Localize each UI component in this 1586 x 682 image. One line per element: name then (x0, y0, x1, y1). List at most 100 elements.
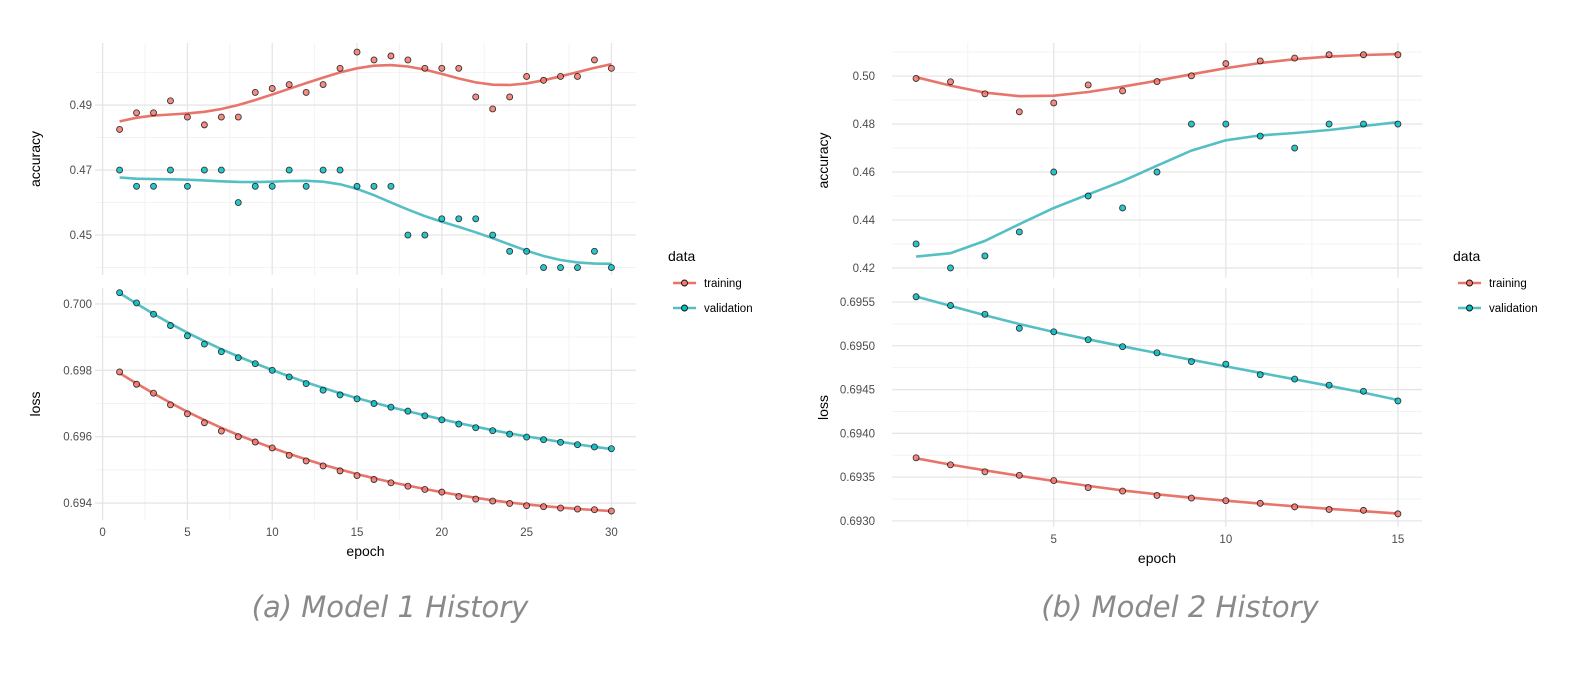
point-validation (133, 299, 141, 307)
point-training (1187, 494, 1195, 502)
point-training (167, 401, 174, 409)
point-validation (574, 264, 581, 271)
point-validation (370, 400, 378, 407)
x-tick-label: 10 (1219, 534, 1232, 546)
point-training (404, 56, 412, 64)
point-training (981, 468, 989, 476)
point-validation (1084, 192, 1092, 200)
legend-label-validation: validation (1489, 303, 1538, 315)
point-training (285, 451, 293, 459)
point-validation (251, 360, 259, 368)
point-training (268, 444, 276, 452)
point-validation (523, 433, 531, 441)
x-axis-label: epoch (346, 543, 384, 559)
x-tick-label: 0 (99, 527, 105, 539)
point-training (981, 90, 989, 98)
point-training (1222, 497, 1230, 505)
point-training (319, 81, 327, 89)
y-tick-label: 0.6940 (840, 428, 875, 440)
point-training (489, 105, 497, 113)
y-tick-label: 0.6950 (840, 341, 875, 353)
point-validation (353, 182, 361, 190)
point-validation (557, 438, 564, 446)
y-tick-label: 0.49 (70, 100, 92, 112)
point-training (540, 76, 548, 84)
point-validation (472, 215, 480, 223)
point-validation (1256, 132, 1264, 140)
point-training (1119, 87, 1127, 95)
point-training (404, 482, 412, 490)
point-validation (438, 416, 446, 424)
point-validation (1187, 358, 1195, 365)
caption-model-1: (a) Model 1 History (251, 590, 529, 624)
point-training (590, 56, 598, 64)
point-validation (404, 231, 412, 239)
y-tick-label: 0.6945 (840, 385, 875, 397)
point-training (319, 462, 327, 470)
point-validation (116, 289, 124, 297)
y-tick-label: 0.698 (63, 365, 92, 377)
legend-label-validation: validation (704, 303, 753, 315)
point-training (336, 64, 344, 72)
point-training (590, 506, 598, 514)
point-validation (540, 436, 548, 444)
y-tick-label: 0.45 (70, 230, 92, 242)
legend-label-training: training (704, 278, 742, 290)
y-tick-label: 0.6955 (840, 297, 875, 309)
point-training (1187, 72, 1195, 80)
smooth-line-training (915, 457, 1398, 515)
point-validation (183, 182, 191, 190)
point-validation (1119, 204, 1127, 212)
point-training (217, 113, 225, 121)
smooth-line-validation (119, 176, 612, 266)
point-training (387, 52, 395, 60)
smooth-line-training (119, 62, 612, 123)
point-training (506, 93, 514, 101)
legend-title: data (1453, 248, 1480, 264)
point-validation (336, 391, 344, 399)
point-training (387, 479, 395, 487)
legend: data training validation (668, 248, 753, 315)
point-validation (1256, 371, 1264, 379)
point-validation (200, 340, 208, 348)
point-training (607, 507, 615, 515)
smooth-line-validation (118, 291, 612, 451)
y-tick-label: 0.48 (853, 119, 875, 131)
point-validation (489, 231, 497, 239)
point-validation (116, 166, 124, 174)
y-tick-label: 0.47 (70, 165, 92, 177)
chart-1: 0.45 0.47 0.49 accuracy 0.694 0.696 0.698 0.700… (27, 43, 753, 559)
point-training (523, 73, 531, 80)
point-training (947, 461, 954, 469)
point-validation (1222, 360, 1230, 368)
point-training (557, 73, 564, 80)
point-training (574, 73, 581, 80)
point-validation (1153, 168, 1161, 176)
point-training (1015, 471, 1023, 479)
smooth-line-training (118, 372, 612, 513)
point-training (1291, 54, 1299, 62)
point-validation (574, 441, 581, 449)
point-training (234, 433, 242, 441)
smooth-line-validation (915, 295, 1399, 402)
legend-key-point (681, 304, 688, 312)
chart-2: 0.42 0.44 0.46 0.48 0.50 accuracy 0.6930 0.6935… (815, 43, 1538, 566)
legend-title: data (668, 248, 695, 264)
point-validation (912, 293, 920, 301)
x-tick-label: 10 (266, 527, 279, 539)
point-training (1394, 51, 1402, 59)
point-validation (319, 386, 327, 394)
point-training (251, 438, 259, 446)
point-training (1050, 99, 1058, 107)
y-tick-label: 0.50 (853, 71, 875, 83)
point-validation (506, 430, 514, 438)
point-training (523, 502, 531, 510)
point-training (1153, 78, 1161, 86)
point-training (421, 486, 429, 493)
point-training (268, 85, 276, 92)
point-training (353, 472, 361, 479)
point-validation (607, 445, 615, 453)
point-validation (1222, 120, 1230, 128)
point-validation (438, 215, 446, 223)
point-validation (319, 166, 327, 174)
